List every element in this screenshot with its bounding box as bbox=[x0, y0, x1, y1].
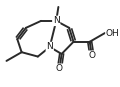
Text: N: N bbox=[53, 16, 60, 25]
Text: N: N bbox=[46, 42, 53, 52]
Text: OH: OH bbox=[106, 29, 120, 38]
Text: O: O bbox=[88, 51, 95, 60]
Text: O: O bbox=[56, 64, 63, 73]
